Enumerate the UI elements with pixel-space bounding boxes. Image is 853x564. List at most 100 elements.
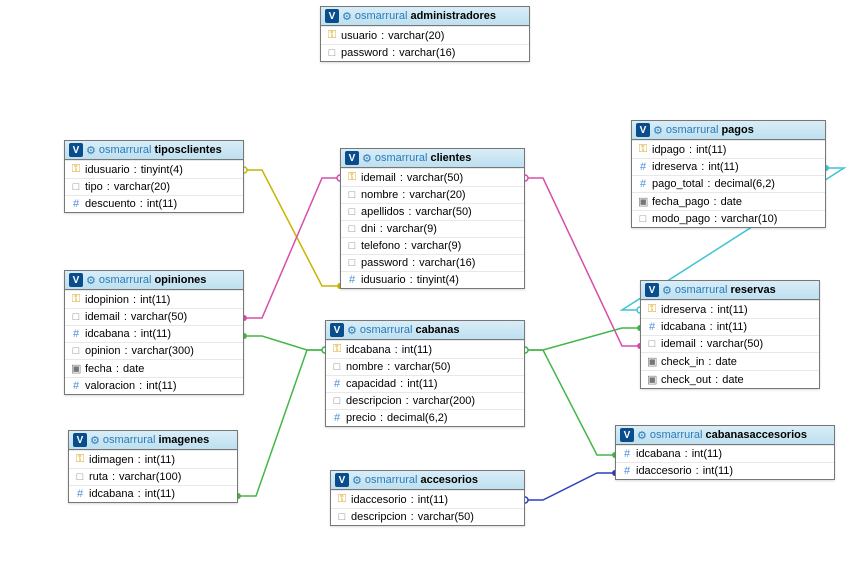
column-name: apellidos	[361, 206, 404, 218]
table-header[interactable]: V⚙osmarruralcabanasaccesorios	[616, 426, 834, 445]
relation-edge	[244, 336, 325, 350]
number-icon: #	[332, 378, 342, 390]
column-type: varchar(16)	[399, 47, 455, 59]
column-row[interactable]: ⚿idemail : varchar(50)	[341, 168, 524, 186]
table-header[interactable]: V⚙osmarruralimagenes	[69, 431, 237, 450]
table-header[interactable]: V⚙osmarruralreservas	[641, 281, 819, 300]
column-type: int(11)	[146, 380, 176, 392]
column-row[interactable]: ⚿idusuario : tinyint(4)	[65, 160, 243, 178]
column-type: int(11)	[141, 328, 171, 340]
column-row[interactable]: #idusuario : tinyint(4)	[341, 271, 524, 288]
column-row[interactable]: ⚿idcabana : int(11)	[326, 340, 524, 358]
table-cabanasaccesorios[interactable]: V⚙osmarruralcabanasaccesorios#idcabana :…	[615, 425, 835, 480]
table-header[interactable]: V⚙osmarruralaccesorios	[331, 471, 524, 490]
key-icon: ⚿	[71, 293, 81, 306]
column-row[interactable]: #valoracion : int(11)	[65, 377, 243, 394]
column-type-sep: :	[402, 189, 405, 201]
column-row[interactable]: ⚿idpago : int(11)	[632, 140, 825, 158]
table-imagenes[interactable]: V⚙osmarruralimagenes⚿idimagen : int(11)□…	[68, 430, 238, 503]
column-type: int(11)	[145, 488, 175, 500]
column-type-sep: :	[700, 338, 703, 350]
key-icon: ⚿	[75, 453, 85, 466]
table-header[interactable]: V⚙osmarruralopiniones	[65, 271, 243, 290]
column-row[interactable]: □ruta : varchar(100)	[69, 468, 237, 485]
gear-icon[interactable]: ⚙	[352, 474, 362, 487]
table-pagos[interactable]: V⚙osmarruralpagos⚿idpago : int(11)#idres…	[631, 120, 826, 228]
text-icon: □	[332, 361, 342, 373]
gear-icon[interactable]: ⚙	[86, 274, 96, 287]
gear-icon[interactable]: ⚙	[90, 434, 100, 447]
column-row[interactable]: ▣fecha_pago : date	[632, 192, 825, 210]
gear-icon[interactable]: ⚙	[637, 429, 647, 442]
table-tiposclientes[interactable]: V⚙osmarruraltiposclientes⚿idusuario : ti…	[64, 140, 244, 213]
column-row[interactable]: ⚿idreserva : int(11)	[641, 300, 819, 318]
column-row[interactable]: #idaccesorio : int(11)	[616, 462, 834, 479]
column-row[interactable]: □apellidos : varchar(50)	[341, 203, 524, 220]
column-row[interactable]: #pago_total : decimal(6,2)	[632, 175, 825, 192]
view-icon: V	[345, 151, 359, 165]
column-name: telefono	[361, 240, 400, 252]
column-row[interactable]: #idcabana : int(11)	[65, 325, 243, 342]
gear-icon[interactable]: ⚙	[86, 144, 96, 157]
column-row[interactable]: □idemail : varchar(50)	[65, 308, 243, 325]
column-row[interactable]: □password : varchar(16)	[321, 44, 529, 61]
column-row[interactable]: ▣check_out : date	[641, 370, 819, 388]
number-icon: #	[638, 178, 648, 190]
column-name: check_out	[661, 374, 711, 386]
table-clientes[interactable]: V⚙osmarruralclientes⚿idemail : varchar(5…	[340, 148, 525, 289]
table-accesorios[interactable]: V⚙osmarruralaccesorios⚿idaccesorio : int…	[330, 470, 525, 526]
column-row[interactable]: □dni : varchar(9)	[341, 220, 524, 237]
text-icon: □	[71, 345, 81, 357]
column-row[interactable]: □telefono : varchar(9)	[341, 237, 524, 254]
column-row[interactable]: ⚿idopinion : int(11)	[65, 290, 243, 308]
gear-icon[interactable]: ⚙	[653, 124, 663, 137]
gear-icon[interactable]: ⚙	[347, 324, 357, 337]
column-row[interactable]: □descripcion : varchar(50)	[331, 508, 524, 525]
table-header[interactable]: V⚙osmarruralclientes	[341, 149, 524, 168]
column-type: int(11)	[145, 454, 175, 466]
column-row[interactable]: □modo_pago : varchar(10)	[632, 210, 825, 227]
view-icon: V	[645, 283, 659, 297]
column-row[interactable]: □password : varchar(16)	[341, 254, 524, 271]
table-header[interactable]: V⚙osmarruraladministradores	[321, 7, 529, 26]
column-row[interactable]: ⚿idimagen : int(11)	[69, 450, 237, 468]
column-type: int(11)	[140, 294, 170, 306]
column-row[interactable]: ⚿idaccesorio : int(11)	[331, 490, 524, 508]
column-row[interactable]: □tipo : varchar(20)	[65, 178, 243, 195]
column-row[interactable]: #descuento : int(11)	[65, 195, 243, 212]
table-cabanas[interactable]: V⚙osmarruralcabanas⚿idcabana : int(11)□n…	[325, 320, 525, 427]
column-row[interactable]: □idemail : varchar(50)	[641, 335, 819, 352]
table-administradores[interactable]: V⚙osmarruraladministradores⚿usuario : va…	[320, 6, 530, 62]
column-row[interactable]: #idcabana : int(11)	[616, 445, 834, 462]
column-row[interactable]: #precio : decimal(6,2)	[326, 409, 524, 426]
column-row[interactable]: #capacidad : int(11)	[326, 375, 524, 392]
column-row[interactable]: #idcabana : int(11)	[641, 318, 819, 335]
table-opiniones[interactable]: V⚙osmarruralopiniones⚿idopinion : int(11…	[64, 270, 244, 395]
table-reservas[interactable]: V⚙osmarruralreservas⚿idreserva : int(11)…	[640, 280, 820, 389]
table-header[interactable]: V⚙osmarruraltiposclientes	[65, 141, 243, 160]
column-row[interactable]: ▣fecha : date	[65, 359, 243, 377]
column-row[interactable]: #idcabana : int(11)	[69, 485, 237, 502]
column-row[interactable]: ⚿usuario : varchar(20)	[321, 26, 529, 44]
column-row[interactable]: ▣check_in : date	[641, 352, 819, 370]
column-row[interactable]: #idreserva : int(11)	[632, 158, 825, 175]
relation-edge	[525, 178, 640, 346]
date-icon: ▣	[647, 373, 657, 386]
table-header[interactable]: V⚙osmarruralcabanas	[326, 321, 524, 340]
column-name: capacidad	[346, 378, 396, 390]
table-header[interactable]: V⚙osmarruralpagos	[632, 121, 825, 140]
column-name: nombre	[361, 189, 398, 201]
gear-icon[interactable]: ⚙	[342, 10, 352, 23]
column-row[interactable]: □nombre : varchar(50)	[326, 358, 524, 375]
date-icon: ▣	[638, 195, 648, 208]
schema-name: osmarrural	[360, 324, 413, 336]
gear-icon[interactable]: ⚙	[662, 284, 672, 297]
column-row[interactable]: □opinion : varchar(300)	[65, 342, 243, 359]
er-diagram-canvas: V⚙osmarruraladministradores⚿usuario : va…	[0, 0, 853, 564]
table-name: tiposclientes	[154, 144, 221, 156]
number-icon: #	[71, 328, 81, 340]
column-row[interactable]: □descripcion : varchar(200)	[326, 392, 524, 409]
column-row[interactable]: □nombre : varchar(20)	[341, 186, 524, 203]
gear-icon[interactable]: ⚙	[362, 152, 372, 165]
column-type-sep: :	[124, 345, 127, 357]
